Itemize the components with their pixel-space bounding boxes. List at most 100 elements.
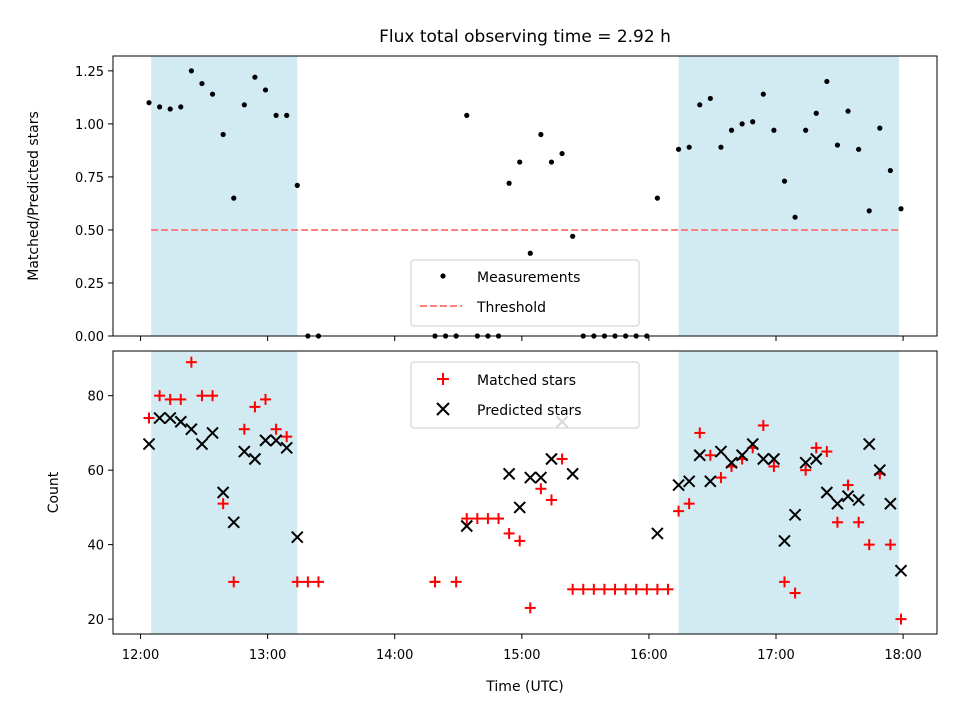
predicted-star-stroke-b: [227, 516, 240, 529]
predicted-star-point: [206, 426, 219, 440]
measurement-point: [718, 144, 724, 150]
predicted-star-stroke-b: [185, 422, 198, 436]
matched-star-point: [821, 446, 833, 458]
y-tick-label: 0.75: [75, 171, 104, 186]
measurement-point: [654, 195, 660, 201]
matched-star-point: [842, 479, 854, 491]
predicted-star-point: [545, 452, 558, 466]
predicted-star-stroke-b: [238, 445, 251, 458]
measurement-point: [157, 104, 163, 110]
predicted-star-point: [174, 415, 187, 428]
predicted-star-point: [852, 493, 865, 507]
y-tick-label: 1.25: [75, 65, 104, 80]
measurement-point: [856, 146, 862, 152]
predicted-star-stroke-b: [651, 527, 664, 540]
matched-star-point: [810, 442, 822, 454]
ratio-x-axis: [140, 336, 904, 341]
ratio-legend-box: [410, 259, 640, 327]
predicted-star-point: [672, 478, 685, 492]
matched-star-point: [471, 513, 483, 525]
predicted-star-stroke-b: [545, 452, 558, 466]
predicted-star-stroke-b: [259, 434, 272, 447]
measurement-point: [252, 74, 258, 80]
predicted-star-point: [841, 490, 855, 503]
measurement-point: [728, 127, 735, 133]
matched-star-point: [641, 583, 653, 595]
matched-star-point: [694, 427, 706, 439]
count-observing-spans: [151, 351, 899, 634]
predicted-star-point: [513, 501, 526, 514]
predicted-star-point: [863, 437, 876, 451]
measurement-point: [887, 167, 893, 174]
predicted-star-point: [682, 475, 696, 488]
predicted-star-point: [216, 486, 230, 499]
predicted-star-point: [788, 508, 802, 522]
observing-span-2: [678, 351, 899, 634]
matched-star-point: [249, 401, 261, 413]
matched-star-point: [503, 527, 515, 539]
measurement-point: [877, 125, 883, 131]
predicted-star-stroke-b: [682, 475, 696, 488]
x-tick-label: 14:00: [376, 648, 413, 663]
predicted-star-stroke-b: [894, 564, 908, 577]
predicted-star-stroke-b: [502, 467, 516, 481]
legend-measurements-marker: [440, 273, 446, 279]
measurement-point: [294, 182, 300, 188]
legend-matched-label: Matched stars: [477, 373, 576, 389]
matched-star-point: [524, 602, 536, 614]
predicted-star-point: [524, 471, 537, 484]
measurement-point: [771, 127, 777, 133]
matched-star-point: [175, 393, 187, 405]
predicted-star-stroke-b: [460, 519, 473, 533]
predicted-star-point: [269, 434, 283, 447]
measurement-point: [824, 78, 830, 85]
measurement-point: [273, 112, 279, 118]
predicted-star-stroke-b: [735, 449, 749, 462]
matched-star-point: [270, 423, 282, 435]
legend-matched-marker: [437, 373, 449, 385]
matched-star-point: [482, 513, 494, 525]
measurement-point: [241, 102, 247, 108]
matched-star-point: [598, 583, 610, 595]
predicted-star-point: [704, 475, 717, 488]
predicted-star-stroke-b: [153, 411, 166, 425]
predicted-star-stroke-b: [195, 437, 209, 451]
matched-star-point: [567, 583, 579, 595]
measurement-point: [527, 250, 533, 256]
predicted-star-stroke-b: [291, 530, 304, 544]
predicted-star-stroke-b: [746, 437, 759, 451]
predicted-star-point: [873, 463, 887, 477]
matched-star-point: [291, 576, 303, 588]
predicted-star-point: [238, 445, 251, 458]
predicted-star-stroke-b: [269, 434, 283, 447]
matched-star-point: [831, 516, 843, 528]
count-legend: Matched stars Predicted stars: [410, 361, 640, 429]
measurement-point: [188, 68, 194, 74]
measurement-point: [686, 144, 692, 150]
predicted-star-stroke-b: [693, 449, 706, 462]
count-y-label: Count: [46, 471, 62, 513]
matched-star-point: [588, 583, 600, 595]
legend-measurements-label: Measurements: [477, 270, 580, 286]
matched-star-point: [620, 583, 632, 595]
predicted-star-stroke-b: [788, 508, 802, 522]
predicted-star-stroke-b: [725, 456, 738, 469]
predicted-star-stroke-b: [672, 478, 685, 492]
predicted-star-point: [195, 437, 209, 451]
predicted-star-stroke-b: [566, 467, 579, 481]
predicted-star-stroke-b: [513, 501, 526, 514]
measurement-point: [760, 91, 766, 97]
matched-star-point: [535, 483, 547, 495]
matched-star-point: [238, 423, 250, 435]
predicted-star-point: [259, 434, 272, 447]
matched-star-point: [260, 393, 272, 405]
y-tick-label: 1.00: [75, 118, 104, 133]
measurement-point: [866, 208, 872, 214]
predicted-star-point: [820, 486, 834, 499]
matched-star-point: [651, 583, 663, 595]
predicted-star-point: [248, 452, 262, 466]
measurement-point: [739, 121, 745, 127]
predicted-star-point: [153, 411, 166, 425]
